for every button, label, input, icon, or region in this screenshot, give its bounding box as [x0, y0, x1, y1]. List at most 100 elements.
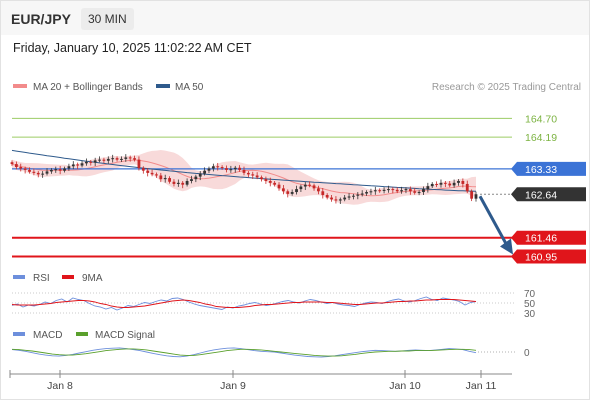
current-price-label: 162.64 — [525, 189, 557, 201]
candle-body — [28, 169, 31, 172]
candle-body — [356, 194, 360, 196]
candle-body — [439, 182, 443, 185]
ma20-legend-label: MA 20 + Bollinger Bands — [33, 82, 143, 93]
candle-body — [378, 190, 382, 192]
x-tick-label: Jan 10 — [389, 380, 421, 392]
rsi-ma-legend-swatch — [62, 275, 74, 279]
candle-body — [365, 192, 368, 194]
candle-body — [352, 195, 355, 197]
candle-body — [347, 196, 351, 198]
candle-body — [334, 199, 338, 201]
ma50-legend-label: MA 50 — [175, 82, 204, 93]
candle-body — [229, 169, 233, 171]
macd-signal-line — [11, 348, 477, 357]
candle-body — [391, 189, 395, 191]
timeframe-button[interactable]: 30 MIN — [81, 8, 134, 30]
candle-body — [172, 181, 176, 184]
support-tag-160.95 — [511, 249, 586, 264]
candle-body — [448, 183, 452, 186]
candle-body — [273, 182, 277, 185]
rsi-ma-line — [11, 299, 477, 308]
candle-body — [369, 191, 373, 193]
rsi-legend-swatch — [13, 275, 25, 279]
candle-body — [93, 160, 97, 163]
candle-body — [308, 184, 312, 186]
candle-body — [71, 164, 75, 167]
candle-body — [146, 170, 150, 173]
pivot-label: 163.33 — [525, 164, 557, 176]
candle-body — [373, 190, 377, 192]
x-tick-label: Jan 11 — [466, 380, 497, 392]
candle-body — [49, 169, 53, 172]
pivot-tag — [511, 161, 586, 176]
candle-body — [137, 159, 141, 169]
candle-body — [312, 185, 316, 189]
candle-body — [54, 169, 58, 171]
current-price-tag — [511, 187, 586, 202]
resistance-label-164.70: 164.70 — [525, 113, 557, 125]
candle-body — [268, 181, 272, 183]
candle-body — [176, 182, 180, 184]
candle-body — [470, 191, 474, 199]
candle-body — [80, 163, 84, 166]
candle-body — [330, 197, 333, 200]
candle-body — [102, 159, 106, 161]
candle-body — [133, 158, 136, 160]
candle-body — [10, 162, 14, 165]
candle-body — [255, 175, 259, 178]
candle-body — [168, 178, 171, 182]
candle-body — [303, 184, 307, 187]
candle-body — [233, 167, 237, 170]
candle-body — [181, 182, 185, 185]
candle-body — [76, 164, 80, 166]
candle-body — [474, 194, 478, 199]
macd-tick-label: 0 — [524, 348, 530, 359]
candle-body — [387, 189, 390, 191]
candle-body — [36, 172, 40, 175]
header-bar: EUR/JPY 30 MIN — [1, 1, 589, 35]
candle-body — [430, 183, 434, 187]
symbol-title: EUR/JPY — [11, 11, 71, 27]
rsi-line — [11, 296, 477, 311]
candle-body — [141, 168, 145, 171]
candle-body — [120, 158, 123, 160]
candle-body — [395, 189, 399, 192]
candle-body — [404, 189, 408, 191]
rsi-legend-label: RSI — [33, 273, 50, 284]
candle-body — [58, 169, 62, 171]
candle-body — [67, 166, 71, 169]
candle-body — [14, 164, 18, 168]
support-label-160.95: 160.95 — [525, 251, 557, 263]
macd-legend-label: MACD — [33, 330, 62, 341]
rsi-legend: RSI 9MA — [13, 273, 103, 284]
candle-body — [277, 184, 281, 189]
candle-body — [63, 168, 66, 171]
candle-body — [128, 157, 132, 159]
x-tick-label: Jan 8 — [47, 380, 73, 392]
candle-body — [85, 161, 88, 164]
candles — [10, 154, 478, 205]
macd-legend-swatch — [13, 332, 25, 336]
candle-body — [163, 178, 167, 180]
candle-body — [343, 197, 347, 200]
candle-body — [124, 157, 128, 159]
candle-body — [216, 166, 220, 168]
candle-body — [106, 158, 110, 161]
rsi-ma-legend-label: 9MA — [82, 273, 103, 284]
price-legend: MA 20 + Bollinger Bands MA 50 Research ©… — [13, 82, 581, 93]
candle-body — [23, 168, 27, 170]
timestamp: Friday, January 10, 2025 11:02:22 AM CET — [13, 41, 252, 55]
candle-body — [417, 192, 421, 194]
credit-text: Research © 2025 Trading Central — [432, 82, 581, 93]
candle-body — [246, 172, 250, 175]
candle-body — [194, 176, 198, 180]
candle-body — [111, 158, 115, 160]
candle-body — [435, 183, 439, 185]
candle-body — [382, 189, 386, 191]
candle-body — [452, 182, 456, 186]
price-panel: 164.70 164.19 163.33 162.64 161.46 160.95 — [10, 113, 586, 264]
rsi-tick-label: 50 — [524, 299, 536, 310]
ma20-legend-swatch — [13, 84, 27, 88]
macd-signal-legend-swatch — [76, 332, 88, 336]
resistance-label-164.19: 164.19 — [525, 132, 557, 144]
